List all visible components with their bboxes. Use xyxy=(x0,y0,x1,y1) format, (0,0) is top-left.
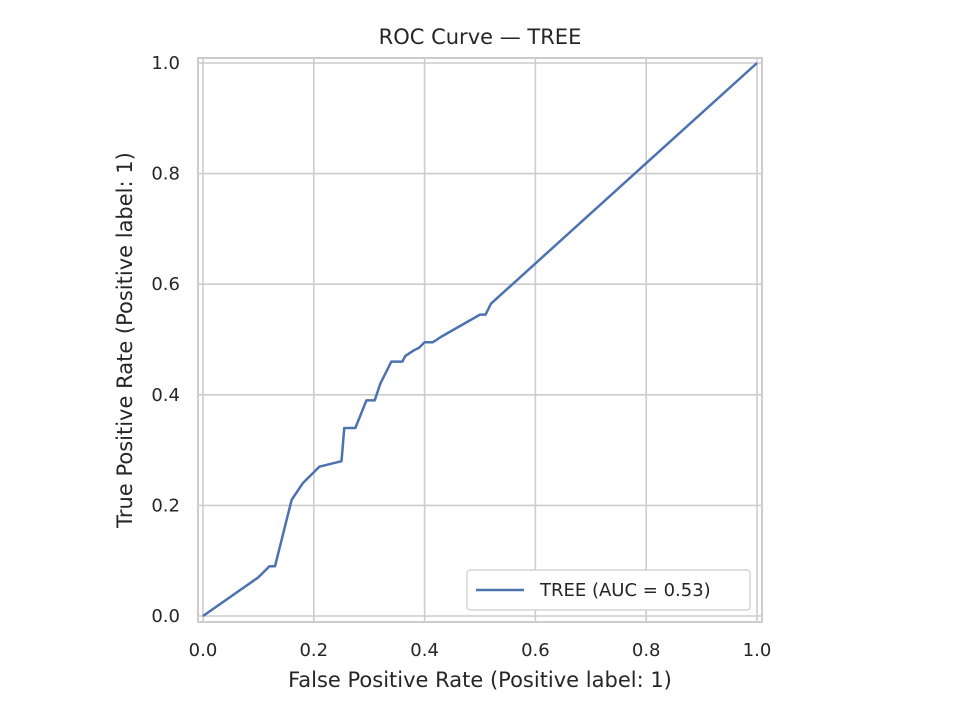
x-axis-label: False Positive Rate (Positive label: 1) xyxy=(288,668,672,692)
x-tick-label: 0.2 xyxy=(299,640,328,661)
grid-lines xyxy=(198,58,762,622)
legend-box xyxy=(466,569,751,611)
y-tick-label: 0.6 xyxy=(151,274,180,295)
x-tick-label: 0.4 xyxy=(410,640,439,661)
legend: TREE (AUC = 0.53) xyxy=(466,569,751,611)
series-layer xyxy=(202,62,758,618)
y-tick-label: 0.0 xyxy=(151,606,180,627)
plot-frame xyxy=(197,57,763,623)
legend-label: TREE (AUC = 0.53) xyxy=(539,580,711,601)
y-tick-label: 0.4 xyxy=(151,385,180,406)
x-tick-label: 0.8 xyxy=(632,640,661,661)
x-tick-label: 0.0 xyxy=(189,640,218,661)
tick-labels: 0.0 0.2 0.4 0.6 0.8 1.0 0.0 0.2 0.4 0.6 0.8 1.0 xyxy=(151,53,771,661)
x-tick-label: 1.0 xyxy=(743,640,772,661)
y-axis-label: True Positive Rate (Positive label: 1) xyxy=(113,152,137,529)
x-tick-label: 0.6 xyxy=(521,640,550,661)
y-tick-label: 1.0 xyxy=(151,53,180,74)
y-tick-label: 0.2 xyxy=(151,495,180,516)
roc-curve-line xyxy=(202,62,758,618)
chart-title: ROC Curve — TREE xyxy=(379,25,582,49)
y-tick-label: 0.8 xyxy=(151,164,180,185)
